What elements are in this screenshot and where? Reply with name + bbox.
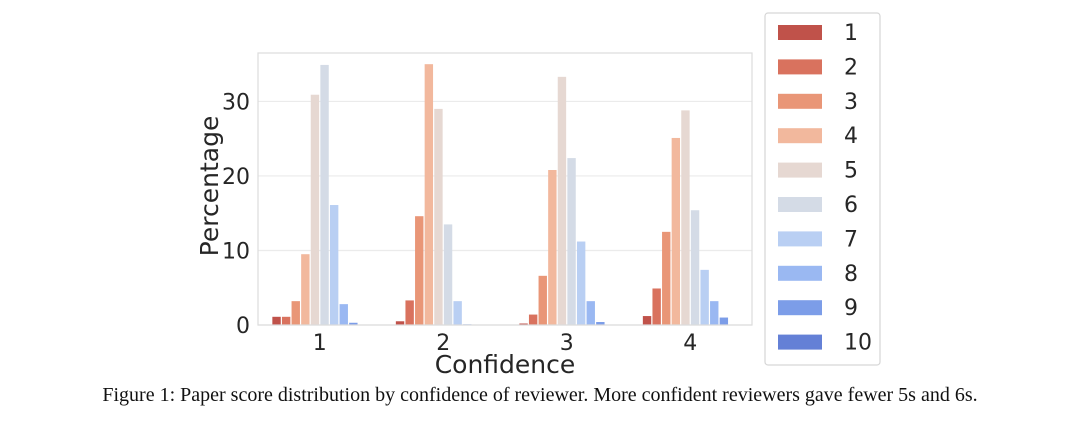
legend-swatch-10 bbox=[778, 334, 822, 350]
figure-caption: Figure 1: Paper score distribution by co… bbox=[102, 384, 978, 406]
x-ticks: 1 2 3 4 bbox=[313, 331, 698, 356]
x-tick-label: 2 bbox=[436, 331, 450, 356]
score-bar-chart: 0 10 20 30 1 2 3 4 Confidence Percentage 1 2 3 4 5… bbox=[195, 12, 881, 379]
bar-confidence-4-score-7 bbox=[700, 269, 709, 325]
bar-confidence-3-score-8 bbox=[586, 301, 595, 325]
legend: 1 2 3 4 5 6 7 8 9 10 bbox=[764, 12, 881, 366]
legend-label-8: 8 bbox=[844, 262, 858, 287]
x-tick-label: 1 bbox=[313, 331, 327, 356]
bar-confidence-3-score-1 bbox=[519, 323, 528, 325]
y-axis-label: Percentage bbox=[195, 116, 224, 257]
bar-confidence-2-score-5 bbox=[434, 108, 443, 325]
bars bbox=[272, 64, 729, 326]
x-tick-label: 3 bbox=[560, 331, 574, 356]
legend-label-6: 6 bbox=[844, 193, 858, 218]
legend-swatch-4 bbox=[778, 128, 822, 144]
bar-confidence-3-score-6 bbox=[567, 158, 576, 325]
legend-label-5: 5 bbox=[844, 159, 858, 184]
bar-confidence-1-score-1 bbox=[272, 316, 281, 325]
bar-confidence-1-score-9 bbox=[349, 322, 358, 325]
legend-swatch-8 bbox=[778, 265, 822, 281]
bar-confidence-3-score-2 bbox=[528, 314, 538, 325]
bar-confidence-1-score-6 bbox=[320, 64, 329, 326]
bar-confidence-4-score-1 bbox=[642, 316, 652, 325]
bar-confidence-4-score-2 bbox=[652, 288, 661, 325]
y-tick-label: 10 bbox=[222, 239, 250, 264]
bar-confidence-2-score-1 bbox=[395, 321, 405, 325]
y-ticks: 0 10 20 30 bbox=[222, 90, 250, 339]
x-tick-label: 4 bbox=[683, 331, 697, 356]
y-tick-label: 0 bbox=[236, 314, 250, 339]
bar-confidence-2-score-6 bbox=[443, 224, 453, 325]
legend-label-10: 10 bbox=[844, 331, 872, 356]
legend-swatch-6 bbox=[778, 197, 822, 212]
legend-swatch-1 bbox=[778, 25, 822, 40]
y-tick-label: 30 bbox=[222, 90, 250, 115]
bar-confidence-1-score-7 bbox=[329, 205, 339, 325]
bar-confidence-2-score-2 bbox=[405, 300, 414, 325]
bar-confidence-4-score-3 bbox=[662, 231, 671, 325]
bar-confidence-4-score-5 bbox=[681, 110, 690, 325]
bar-confidence-4-score-9 bbox=[719, 317, 729, 325]
bar-confidence-4-score-4 bbox=[671, 137, 681, 325]
bar-confidence-4-score-6 bbox=[690, 210, 700, 325]
legend-label-1: 1 bbox=[844, 21, 858, 46]
legend-label-3: 3 bbox=[844, 90, 858, 115]
bar-confidence-3-score-7 bbox=[576, 241, 586, 325]
bar-confidence-3-score-9 bbox=[596, 322, 605, 325]
legend-label-7: 7 bbox=[844, 227, 858, 252]
bar-confidence-3-score-3 bbox=[538, 275, 547, 325]
bar-confidence-4-score-8 bbox=[710, 301, 719, 325]
legend-label-4: 4 bbox=[844, 124, 858, 149]
bar-confidence-1-score-3 bbox=[291, 301, 300, 325]
legend-swatch-5 bbox=[778, 162, 822, 178]
bar-confidence-1-score-4 bbox=[301, 254, 310, 325]
legend-swatch-9 bbox=[778, 300, 822, 316]
x-axis-label: Confidence bbox=[435, 350, 576, 379]
bar-confidence-3-score-5 bbox=[557, 76, 567, 325]
bar-confidence-2-score-4 bbox=[424, 64, 434, 325]
legend-swatch-7 bbox=[778, 231, 822, 247]
bar-confidence-1-score-2 bbox=[281, 316, 291, 325]
bar-confidence-1-score-5 bbox=[310, 94, 320, 325]
bar-confidence-2-score-7 bbox=[453, 301, 462, 325]
plot-frame bbox=[257, 52, 753, 326]
bar-confidence-1-score-8 bbox=[339, 304, 348, 325]
legend-label-9: 9 bbox=[844, 296, 858, 321]
legend-label-2: 2 bbox=[844, 55, 858, 80]
legend-swatch-3 bbox=[778, 93, 822, 109]
bar-confidence-3-score-4 bbox=[548, 169, 557, 325]
legend-swatch-2 bbox=[778, 59, 822, 75]
bar-confidence-2-score-3 bbox=[415, 216, 424, 325]
y-tick-label: 20 bbox=[222, 165, 250, 190]
